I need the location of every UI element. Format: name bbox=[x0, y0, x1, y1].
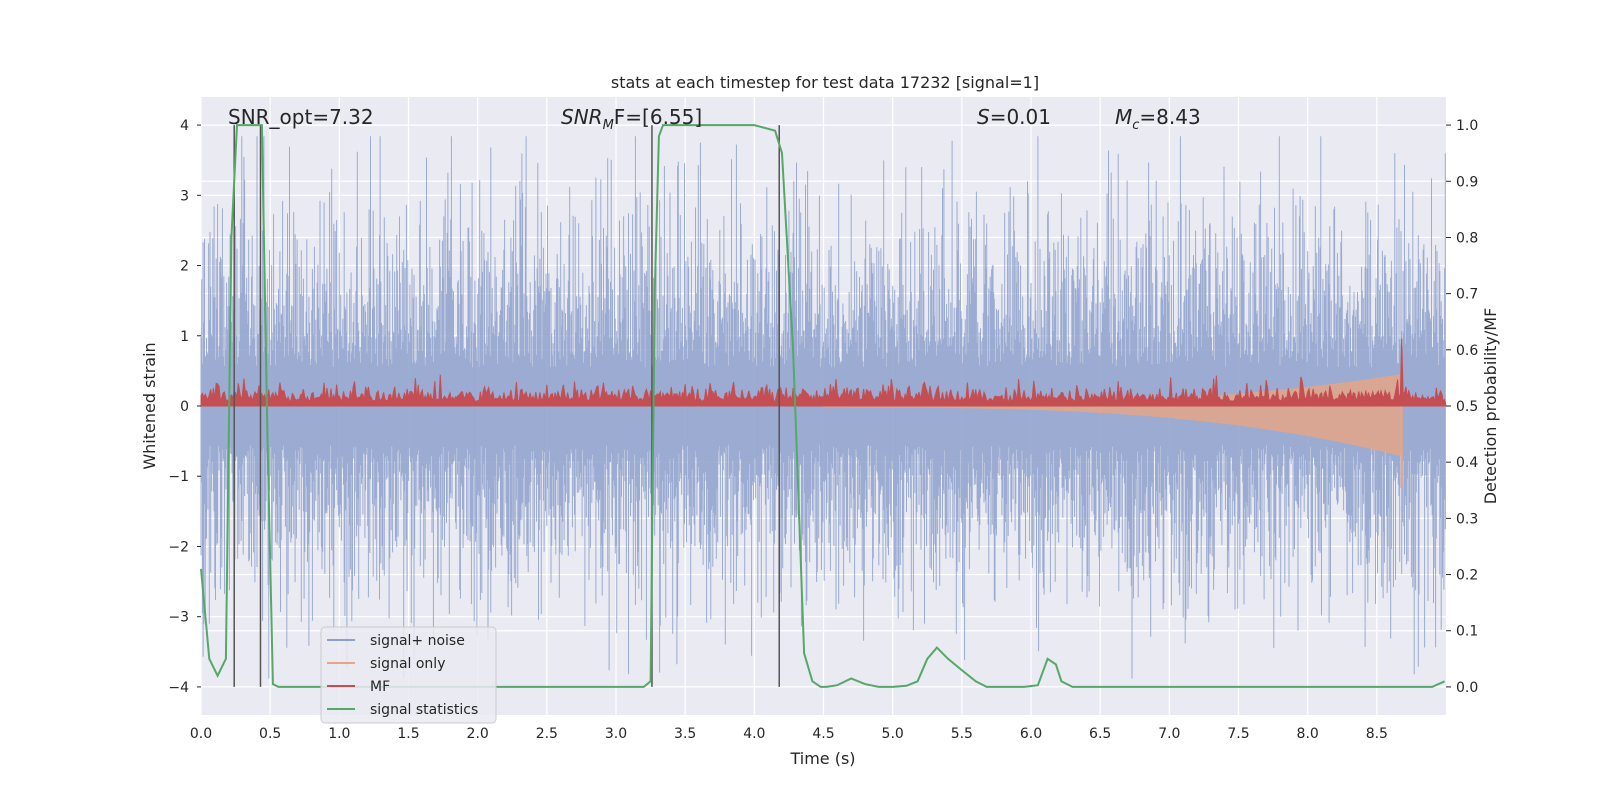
legend-label-signal: signal only bbox=[370, 656, 445, 672]
x-tick-label: 2.5 bbox=[536, 726, 558, 742]
x-tick-label: 1.0 bbox=[328, 726, 350, 742]
mf-trace bbox=[200, 338, 1447, 407]
s-sym: S bbox=[977, 105, 990, 129]
annotation-snr-opt: SNR_opt=7.32 bbox=[228, 105, 374, 129]
y2-tick-label: 0.0 bbox=[1456, 680, 1478, 696]
x-tick-label: 6.0 bbox=[1020, 726, 1042, 742]
x-axis-label: Time (s) bbox=[789, 749, 855, 768]
x-tick-label: 3.0 bbox=[605, 726, 627, 742]
y-tick-label: −3 bbox=[168, 610, 189, 626]
snr-mf-base: SNR bbox=[561, 105, 603, 129]
y-axis-ticks: 4 3 2 1 0 −1 −2 −3 −4 bbox=[168, 118, 201, 696]
legend-label-noise: signal+ noise bbox=[370, 633, 465, 649]
signal-plus-noise-series bbox=[200, 136, 1446, 679]
y2-tick-label: 0.5 bbox=[1456, 399, 1478, 415]
y2-tick-label: 0.2 bbox=[1456, 568, 1478, 584]
annotation-mc: Mc=8.43 bbox=[1115, 105, 1201, 133]
y2-tick-label: 0.9 bbox=[1456, 174, 1478, 190]
y2-tick-label: 0.6 bbox=[1456, 343, 1478, 359]
legend: signal+ noise signal only MF signal stat… bbox=[320, 626, 497, 724]
x-axis-ticks: 0.0 0.5 1.0 1.5 2.0 2.5 3.0 3.5 4.0 4.5 5.0 5.5 6.0 6… bbox=[190, 726, 1388, 742]
x-tick-label: 4.5 bbox=[812, 726, 834, 742]
y2-tick-label: 1.0 bbox=[1456, 118, 1478, 134]
x-tick-label: 4.0 bbox=[743, 726, 765, 742]
y-tick-label: 2 bbox=[180, 259, 189, 275]
y-tick-label: −4 bbox=[168, 680, 189, 696]
y-tick-label: 3 bbox=[180, 188, 189, 204]
signal-statistics-series bbox=[200, 124, 1446, 688]
snr-mf-sub: M bbox=[603, 118, 614, 133]
y2-axis-ticks: 1.0 0.9 0.8 0.7 0.6 0.5 0.4 0.3 0.2 0.1 0.0 bbox=[1446, 118, 1478, 696]
x-tick-label: 8.5 bbox=[1366, 726, 1388, 742]
y-tick-label: −1 bbox=[168, 469, 189, 485]
snr-mf-rest: F=[6.55] bbox=[614, 105, 702, 129]
legend-label-stat: signal statistics bbox=[370, 702, 478, 718]
y2-tick-label: 0.1 bbox=[1456, 624, 1478, 640]
y2-tick-label: 0.7 bbox=[1456, 287, 1478, 303]
annotation-s: S=0.01 bbox=[977, 105, 1051, 129]
mc-val: =8.43 bbox=[1139, 105, 1200, 129]
y2-tick-label: 0.8 bbox=[1456, 230, 1478, 246]
y2-axis-label: Detection probability/MF bbox=[1481, 308, 1500, 505]
x-tick-label: 5.5 bbox=[951, 726, 973, 742]
annotation-snr-mf: SNRMF=[6.55] bbox=[561, 105, 702, 133]
noise-trace bbox=[200, 136, 1446, 679]
y2-tick-label: 0.3 bbox=[1456, 511, 1478, 527]
mf-series bbox=[200, 338, 1447, 407]
x-tick-label: 0.5 bbox=[259, 726, 281, 742]
y-axis-label: Whitened strain bbox=[140, 342, 159, 469]
x-tick-label: 1.5 bbox=[397, 726, 419, 742]
stat-line bbox=[200, 124, 1446, 688]
x-tick-label: 7.5 bbox=[1227, 726, 1249, 742]
x-tick-label: 0.0 bbox=[190, 726, 212, 742]
y-tick-label: 4 bbox=[180, 118, 189, 134]
chart-title: stats at each timestep for test data 172… bbox=[611, 73, 1039, 92]
x-tick-label: 7.0 bbox=[1158, 726, 1180, 742]
x-tick-label: 3.5 bbox=[674, 726, 696, 742]
x-tick-label: 2.0 bbox=[467, 726, 489, 742]
y2-tick-label: 0.4 bbox=[1456, 455, 1478, 471]
s-val: =0.01 bbox=[990, 105, 1051, 129]
legend-label-mf: MF bbox=[370, 679, 390, 695]
mc-sym: M bbox=[1115, 105, 1132, 129]
mc-sub: c bbox=[1132, 118, 1139, 133]
legend-box bbox=[320, 626, 497, 724]
y-tick-label: 0 bbox=[180, 399, 189, 415]
x-tick-label: 5.0 bbox=[882, 726, 904, 742]
y-tick-label: −2 bbox=[168, 539, 189, 555]
x-tick-label: 8.0 bbox=[1297, 726, 1319, 742]
x-tick-label: 6.5 bbox=[1089, 726, 1111, 742]
y-tick-label: 1 bbox=[180, 329, 189, 345]
trigger-lines bbox=[233, 125, 780, 687]
